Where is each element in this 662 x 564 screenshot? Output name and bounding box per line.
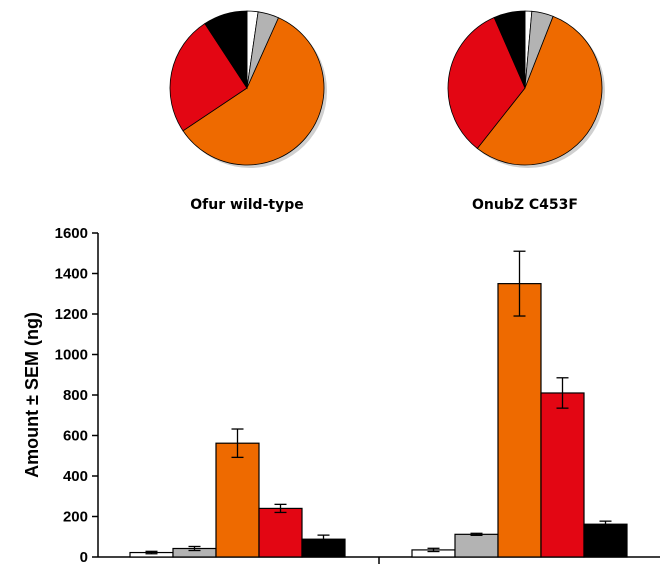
y-tick-label: 400	[63, 468, 88, 485]
pie-slice	[447, 16, 526, 150]
y-tick-label: 200	[63, 509, 88, 526]
pie-labels: Ofur wild-type OnubZ C453F	[190, 197, 578, 213]
y-tick-label: 1600	[55, 225, 88, 242]
bar	[540, 392, 585, 558]
pie-label-onubz: OnubZ C453F	[472, 197, 578, 213]
pie-slice	[476, 15, 603, 166]
y-tick-label: 600	[63, 428, 88, 445]
bar	[497, 283, 542, 558]
bar	[258, 507, 303, 558]
pie-slice	[204, 10, 248, 90]
pie-slice	[169, 23, 248, 132]
pie-slice	[493, 10, 526, 89]
y-tick-label: 1400	[55, 266, 88, 283]
y-tick-label: 800	[63, 387, 88, 404]
bar	[454, 533, 499, 558]
y-axis-label: Amount ± SEM (ng)	[22, 312, 42, 478]
bar	[215, 442, 260, 558]
pie-slice	[182, 17, 325, 166]
y-tick-label: 0	[80, 549, 88, 564]
y-tick-label: 1200	[55, 306, 88, 323]
bars	[129, 250, 628, 558]
pie-charts	[169, 10, 605, 168]
bar	[583, 523, 628, 558]
y-tick-label: 1000	[55, 347, 88, 364]
pie-label-ofur: Ofur wild-type	[190, 197, 303, 213]
